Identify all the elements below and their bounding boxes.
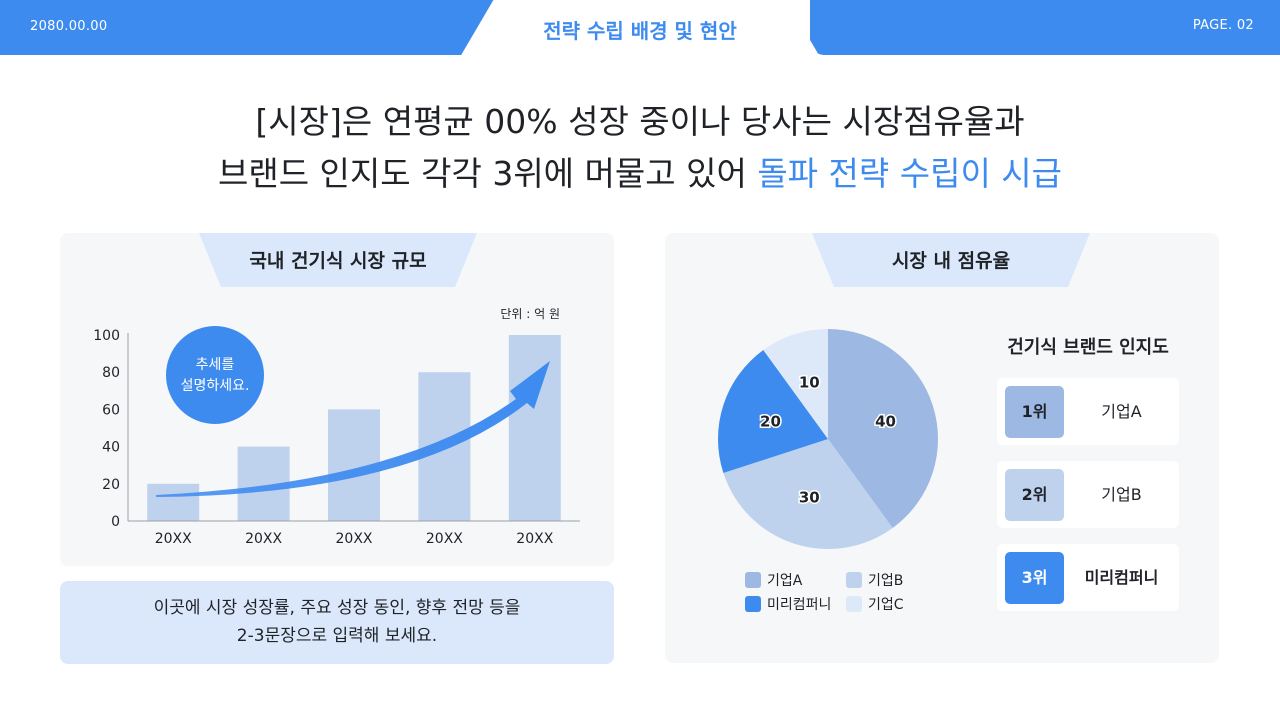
header-title-tab bbox=[460, 0, 820, 57]
x-tick-label: 20XX bbox=[155, 531, 192, 547]
y-tick-label: 40 bbox=[102, 440, 120, 456]
ranking-card-2: 2위 기업B bbox=[997, 461, 1179, 528]
trend-arrow-icon bbox=[156, 361, 550, 497]
legend-swatch bbox=[846, 596, 862, 612]
header-bar-left bbox=[0, 0, 500, 55]
legend-label: 기업C bbox=[868, 597, 904, 613]
callout-line-2: 설명하세요. bbox=[181, 378, 250, 394]
rank-badge: 3위 bbox=[1005, 552, 1064, 604]
pie-value-label: 30 bbox=[799, 489, 820, 507]
pie-slice bbox=[763, 329, 828, 439]
y-tick-label: 20 bbox=[102, 477, 120, 493]
x-tick-label: 20XX bbox=[336, 531, 373, 547]
panel-tab bbox=[812, 233, 1090, 287]
pie-value-label: 10 bbox=[799, 373, 820, 391]
market-size-title: 국내 건기식 시장 규모 bbox=[249, 250, 427, 272]
pie-value-label: 40 bbox=[875, 412, 896, 430]
x-tick-label: 20XX bbox=[426, 531, 463, 547]
pie-slice bbox=[718, 350, 828, 473]
rank-name: 기업B bbox=[1101, 485, 1142, 504]
unit-label: 단위 : 억 원 bbox=[500, 307, 560, 321]
y-tick-label: 80 bbox=[102, 365, 120, 381]
header-bar-right bbox=[810, 0, 1280, 55]
legend-swatch bbox=[745, 596, 761, 612]
header-title: 전략 수립 배경 및 현안 bbox=[543, 19, 737, 43]
note-line-2: 2-3문장으로 입력해 보세요. bbox=[236, 626, 438, 646]
note-line-1: 이곳에 시장 성장률, 주요 성장 동인, 향후 전망 등을 bbox=[153, 598, 521, 618]
panel-tab bbox=[199, 233, 477, 287]
x-tick-label: 20XX bbox=[516, 531, 553, 547]
legend-item: 기업A bbox=[745, 570, 802, 590]
ranking-card-1: 1위 기업A bbox=[997, 378, 1179, 445]
legend-label: 미리컴퍼니 bbox=[767, 597, 832, 613]
headline-accent: 돌파 전략 수립이 시급 bbox=[757, 154, 1063, 193]
rank-badge: 2위 bbox=[1005, 469, 1064, 521]
pie-value-label: 20 bbox=[760, 412, 781, 430]
bar bbox=[147, 483, 200, 521]
callout-line-1: 추세를 bbox=[196, 357, 235, 373]
y-tick-label: 0 bbox=[111, 514, 120, 530]
ranking-card-3: 3위 미리컴퍼니 bbox=[997, 544, 1179, 611]
headline-line-1: [시장]은 연평균 00% 성장 중이나 당사는 시장점유율과 bbox=[255, 102, 1025, 141]
headline-line-2-text: 브랜드 인지도 각각 3위에 머물고 있어 bbox=[217, 154, 758, 193]
legend-label: 기업B bbox=[868, 573, 904, 589]
bar bbox=[508, 335, 561, 521]
bar-chart: 20XX 20XX 20XX 20XX 20XX 0 20 40 60 80 100 단위 : 억 … bbox=[93, 307, 580, 547]
ranking-title: 건기식 브랜드 인지도 bbox=[1007, 337, 1169, 358]
trend-callout bbox=[166, 326, 264, 424]
x-tick-label: 20XX bbox=[245, 531, 282, 547]
y-tick-label: 100 bbox=[93, 328, 120, 344]
header-date: 2080.00.00 bbox=[30, 19, 108, 34]
rank-name: 기업A bbox=[1101, 402, 1142, 421]
pie-slice bbox=[723, 439, 893, 549]
legend-item: 미리컴퍼니 bbox=[745, 594, 831, 614]
legend-swatch bbox=[745, 572, 761, 588]
market-share-title: 시장 내 점유율 bbox=[891, 250, 1011, 272]
headline-line-2: 브랜드 인지도 각각 3위에 머물고 있어 돌파 전략 수립이 시급 bbox=[0, 148, 1280, 200]
pie-chart: 40 30 20 10 bbox=[718, 329, 938, 549]
legend-item: 기업B bbox=[846, 570, 903, 590]
rank-name: 미리컴퍼니 bbox=[1084, 568, 1159, 587]
headline: [시장]은 연평균 00% 성장 중이나 당사는 시장점유율과 브랜드 인지도 … bbox=[0, 96, 1280, 200]
pie-slice bbox=[828, 329, 938, 528]
rank-badge: 1위 bbox=[1005, 386, 1064, 438]
page-number: PAGE. 02 bbox=[1192, 18, 1254, 33]
note-box: 이곳에 시장 성장률, 주요 성장 동인, 향후 전망 등을 2-3문장으로 입… bbox=[60, 581, 614, 664]
legend-swatch bbox=[846, 572, 862, 588]
legend-item: 기업C bbox=[846, 594, 904, 614]
legend-label: 기업A bbox=[767, 573, 803, 589]
y-tick-label: 60 bbox=[102, 402, 120, 418]
